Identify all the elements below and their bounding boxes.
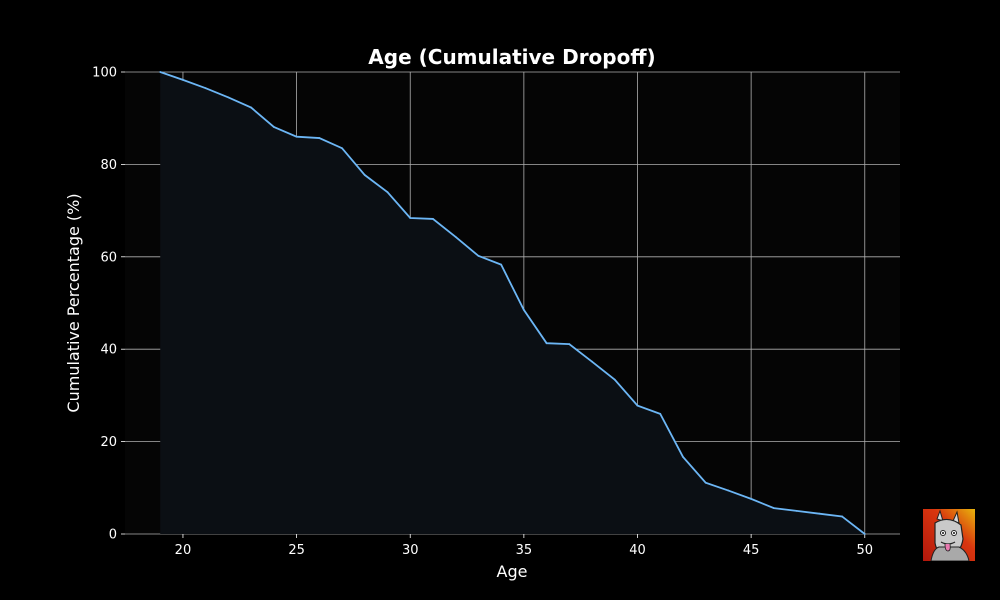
y-axis-label: Cumulative Percentage (%) <box>64 193 83 412</box>
data-point <box>432 218 434 220</box>
data-point <box>795 510 798 512</box>
llama-avatar-icon <box>923 509 975 561</box>
y-tick-label: 20 <box>100 435 117 450</box>
data-point <box>863 533 866 535</box>
data-point <box>227 96 230 99</box>
data-point <box>477 254 480 257</box>
data-point <box>704 481 707 484</box>
data-point <box>727 489 730 492</box>
data-point <box>182 78 184 81</box>
y-tick-label: 40 <box>100 343 117 358</box>
data-points <box>159 71 866 535</box>
data-point <box>545 342 548 345</box>
x-axis: 20 25 30 35 40 45 50 <box>175 534 873 558</box>
x-tick-label: 35 <box>516 543 533 558</box>
data-point <box>636 404 639 407</box>
x-tick-label: 20 <box>175 543 192 558</box>
data-point <box>613 378 616 381</box>
data-point <box>386 191 389 194</box>
data-point <box>568 343 571 346</box>
data-point <box>522 309 525 311</box>
y-tick-label: 80 <box>100 158 117 173</box>
y-tick-label: 60 <box>100 250 117 265</box>
x-tick-label: 45 <box>743 543 760 558</box>
y-tick-label: 100 <box>92 66 117 81</box>
chart-title: Age (Cumulative Dropoff) <box>368 45 655 69</box>
y-axis: 0 20 40 60 80 100 <box>92 66 125 543</box>
data-point <box>841 515 843 518</box>
data-point <box>500 263 503 266</box>
data-point <box>363 174 366 176</box>
data-point <box>341 147 343 150</box>
x-tick-label: 40 <box>629 543 646 558</box>
series-line <box>159 71 866 535</box>
x-axis-label: Age <box>497 562 528 581</box>
x-tick-label: 30 <box>402 543 419 558</box>
data-point <box>159 71 162 73</box>
data-point <box>409 217 412 219</box>
data-point <box>272 126 275 128</box>
data-point <box>318 137 321 139</box>
data-point <box>818 512 821 515</box>
area-fill <box>160 72 865 534</box>
x-tick-label: 50 <box>856 543 873 558</box>
data-point <box>682 455 684 458</box>
data-point <box>591 360 593 363</box>
data-point <box>295 135 298 138</box>
data-point <box>772 507 775 510</box>
data-point <box>454 236 457 238</box>
data-point <box>750 497 753 500</box>
data-point <box>204 87 207 90</box>
data-point <box>250 106 253 109</box>
data-point <box>659 412 662 415</box>
y-tick-label: 0 <box>109 528 117 543</box>
x-tick-label: 25 <box>288 543 305 558</box>
